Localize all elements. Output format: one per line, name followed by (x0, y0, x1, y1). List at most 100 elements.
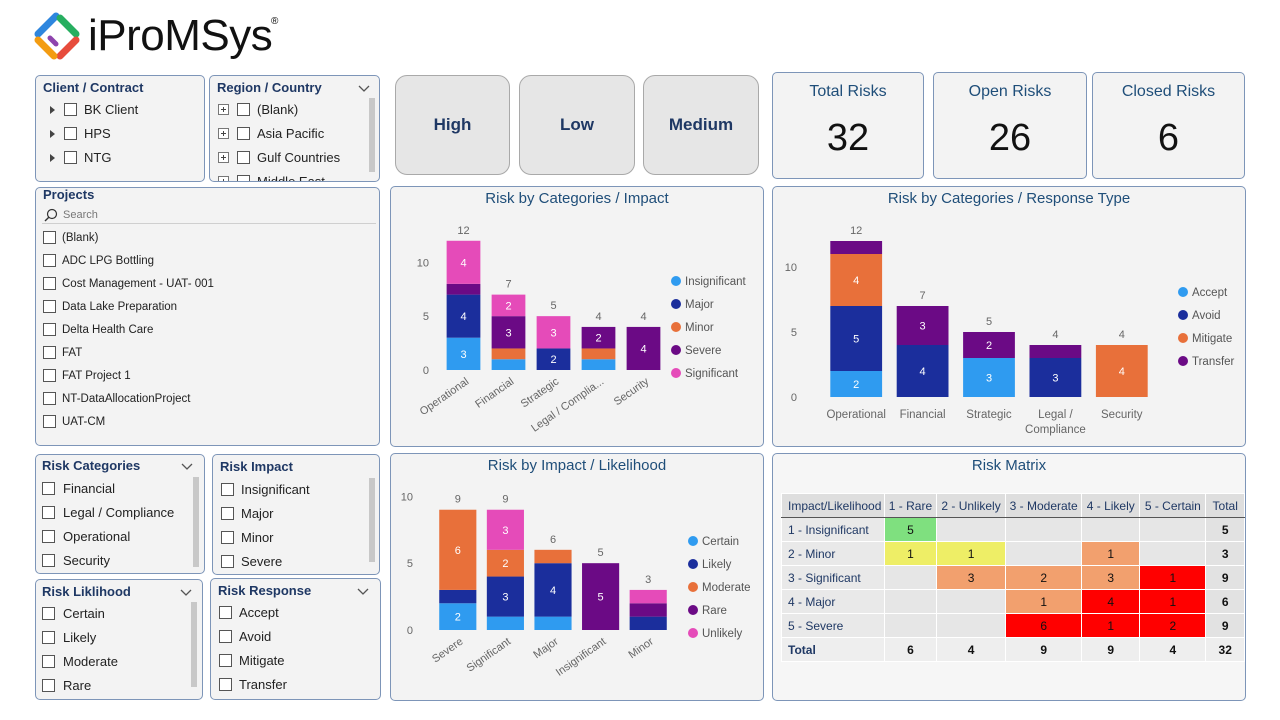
checkbox[interactable] (43, 300, 56, 313)
slicer-item[interactable]: Legal / Compliance (36, 505, 204, 521)
expand-border (218, 176, 229, 181)
checkbox[interactable] (42, 607, 55, 620)
checkbox[interactable] (64, 127, 77, 140)
slicer-item[interactable]: FAT (36, 345, 379, 361)
checkbox[interactable] (219, 654, 232, 667)
segment-label: 2 (550, 354, 556, 366)
checkbox[interactable] (42, 506, 55, 519)
y-tick-label: 10 (417, 257, 429, 269)
checkbox[interactable] (43, 346, 56, 359)
kpi-value: 6 (1157, 117, 1180, 159)
checkbox[interactable] (221, 507, 234, 520)
slicer-item[interactable]: Gulf Countries (210, 150, 379, 166)
search-placeholder[interactable]: Search (63, 209, 98, 221)
kpi-label: Closed Risks (1121, 83, 1216, 100)
column-total: 4 (936, 637, 1007, 662)
slicer-item[interactable]: (Blank) (210, 102, 379, 118)
expand-plus (221, 179, 226, 181)
segment-label: 6 (455, 545, 461, 557)
slicer-item[interactable]: Financial (36, 481, 204, 497)
matrix-cell (1081, 517, 1141, 542)
slicer-item[interactable]: FAT Project 1 (36, 368, 379, 384)
checkbox[interactable] (221, 483, 234, 496)
checkbox[interactable] (219, 606, 232, 619)
slicer-item[interactable]: Avoid (211, 629, 380, 645)
y-tick-label: 0 (791, 392, 797, 404)
checkbox[interactable] (42, 530, 55, 543)
slicer-item[interactable]: Minor (213, 530, 379, 546)
checkbox[interactable] (43, 254, 56, 267)
checkbox[interactable] (42, 631, 55, 644)
filter-button[interactable]: Medium (643, 75, 759, 175)
slicer-item[interactable]: Delta Health Care (36, 322, 379, 338)
slicer-item[interactable]: NTG (36, 150, 204, 166)
slicer-item[interactable]: Likely (36, 630, 202, 646)
checkbox[interactable] (237, 175, 250, 181)
legend-swatch (1178, 333, 1188, 343)
slicer-item[interactable]: Major (213, 506, 379, 522)
slicer-item[interactable]: Moderate (36, 654, 202, 670)
segment-label: 4 (640, 343, 646, 355)
slicer-item[interactable]: Asia Pacific (210, 126, 379, 142)
segment-label: 2 (986, 340, 992, 352)
x-tick-label: Financial (473, 376, 516, 411)
legend-label: Avoid (1192, 310, 1221, 322)
checkbox[interactable] (42, 655, 55, 668)
slicer-item[interactable]: ADC LPG Bottling (36, 253, 379, 269)
slicer-item[interactable]: Insignificant (213, 482, 379, 498)
filter-button[interactable]: High (395, 75, 510, 175)
slicer-item[interactable]: Middle East (210, 174, 379, 181)
checkbox[interactable] (42, 679, 55, 692)
scrollbar (369, 98, 375, 172)
slicer-item[interactable]: Security (36, 553, 204, 569)
checkbox[interactable] (64, 103, 77, 116)
checkbox[interactable] (43, 323, 56, 336)
matrix-row: 1 - Insignificant 5 5 (781, 517, 1245, 542)
slicer-item[interactable]: Operational (36, 529, 204, 545)
slicer-item[interactable]: Certain (36, 606, 202, 622)
chevron-line (358, 85, 370, 92)
checkbox[interactable] (43, 415, 56, 428)
checkbox[interactable] (221, 531, 234, 544)
slicer-item[interactable]: Accept (211, 605, 380, 621)
slicer-item[interactable]: Data Lake Preparation (36, 299, 379, 315)
slicer-item[interactable]: Severe (213, 554, 379, 570)
slicer-item[interactable]: BK Client (36, 102, 204, 118)
legend-swatch (1178, 310, 1188, 320)
filter-button[interactable]: Low (519, 75, 635, 175)
checkbox[interactable] (42, 554, 55, 567)
checkbox[interactable] (43, 231, 56, 244)
checkbox[interactable] (42, 482, 55, 495)
checkbox[interactable] (237, 151, 250, 164)
checkbox[interactable] (43, 369, 56, 382)
bar-segment (486, 509, 524, 550)
scrollbar (369, 478, 375, 562)
slicer-item-label: Delta Health Care (62, 324, 154, 336)
checkbox[interactable] (43, 277, 56, 290)
slicer-item[interactable]: NT-DataAllocationProject (36, 391, 379, 407)
segment-label: 3 (460, 349, 466, 361)
checkbox[interactable] (237, 127, 250, 140)
slicer-item[interactable]: Transfer (211, 677, 380, 693)
checkbox[interactable] (219, 630, 232, 643)
slicer-item[interactable]: (Blank) (36, 230, 379, 246)
checkbox[interactable] (237, 103, 250, 116)
slicer-item[interactable]: Mitigate (211, 653, 380, 669)
y-tick-label: 5 (407, 558, 413, 570)
slicer-item[interactable]: HPS (36, 126, 204, 142)
checkbox[interactable] (64, 151, 77, 164)
slicer-item[interactable]: Cost Management - UAT- 001 (36, 276, 379, 292)
total-label: 5 (986, 316, 992, 328)
segment-label: 4 (853, 275, 859, 287)
kpi-card: Closed Risks 6 (1092, 72, 1245, 179)
kpi-label: Open Risks (968, 83, 1052, 100)
chart: Risk by Impact / Likelihood 0 5 10 2 6 9 Severe… (401, 457, 751, 679)
matrix-cell: 2 (1139, 613, 1207, 638)
slicer-item[interactable]: UAT-CM (36, 414, 379, 430)
checkbox[interactable] (221, 555, 234, 568)
matrix-cell: 1 (1081, 613, 1141, 638)
checkbox[interactable] (43, 392, 56, 405)
slicer-item[interactable]: Rare (36, 678, 202, 694)
checkbox[interactable] (219, 678, 232, 691)
total-label: 7 (505, 279, 511, 291)
